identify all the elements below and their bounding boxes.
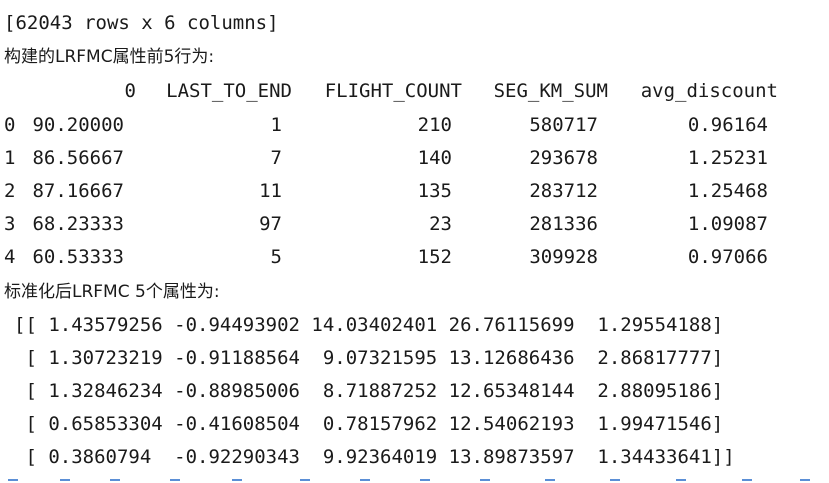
lrfmc-title: 构建的LRFMC属性前5行为:	[4, 47, 215, 67]
table-cell: 60.53333	[32, 246, 124, 268]
table-cell: 0.96164	[687, 114, 768, 136]
table-cell: 23	[429, 213, 452, 235]
array-line: [ 1.32846234 -0.88985006 8.71887252 12.6…	[14, 380, 724, 402]
table-cell: 293678	[529, 147, 598, 169]
standardized-title: 标准化后LRFMC 5个属性为:	[4, 282, 220, 302]
table-cell: 1.09087	[687, 213, 768, 235]
table-cell: 0.97066	[687, 246, 768, 268]
column-header: 0	[124, 80, 136, 102]
table-cell: 90.20000	[32, 114, 124, 136]
table-row: 1 86.56667 7 140 293678 1.25231	[0, 143, 829, 173]
table-cell: 140	[417, 147, 452, 169]
table-cell: 5	[270, 246, 282, 268]
column-header: avg_discount	[640, 80, 778, 102]
table-cell: 86.56667	[32, 147, 124, 169]
array-line: [[ 1.43579256 -0.94493902 14.03402401 26…	[14, 314, 724, 336]
array-line: [ 0.65853304 -0.41608504 0.78157962 12.5…	[14, 413, 724, 435]
row-index: 3	[4, 213, 16, 235]
cut-off-line-divider	[0, 476, 829, 483]
table-cell: 68.23333	[32, 213, 124, 235]
table-cell: 283712	[529, 180, 598, 202]
table-cell: 97	[259, 213, 282, 235]
row-index: 0	[4, 114, 16, 136]
table-cell: 580717	[529, 114, 598, 136]
table-cell: 281336	[529, 213, 598, 235]
row-index: 1	[4, 147, 16, 169]
column-header: LAST_TO_END	[166, 80, 292, 102]
table-row: 0 90.20000 1 210 580717 0.96164	[0, 110, 829, 140]
table-cell: 135	[417, 180, 452, 202]
column-header: SEG_KM_SUM	[493, 80, 608, 102]
table-row: 3 68.23333 97 23 281336 1.09087	[0, 209, 829, 239]
row-index: 2	[4, 180, 16, 202]
column-header: FLIGHT_COUNT	[324, 80, 462, 102]
table-cell: 87.16667	[32, 180, 124, 202]
table-header: 0 LAST_TO_END FLIGHT_COUNT SEG_KM_SUM av…	[0, 76, 829, 106]
table-row: 4 60.53333 5 152 309928 0.97066	[0, 242, 829, 272]
table-row: 2 87.16667 11 135 283712 1.25468	[0, 176, 829, 206]
table-cell: 309928	[529, 246, 598, 268]
table-cell: 210	[417, 114, 452, 136]
table-cell: 1	[270, 114, 282, 136]
array-line: [ 1.30723219 -0.91188564 9.07321595 13.1…	[14, 347, 724, 369]
row-index: 4	[4, 246, 16, 268]
array-line: [ 0.3860794 -0.92290343 9.92364019 13.89…	[14, 446, 735, 468]
shape-line: [62043 rows x 6 columns]	[4, 12, 279, 34]
table-cell: 7	[270, 147, 282, 169]
table-cell: 152	[417, 246, 452, 268]
table-cell: 11	[259, 180, 282, 202]
table-cell: 1.25468	[687, 180, 768, 202]
table-cell: 1.25231	[687, 147, 768, 169]
